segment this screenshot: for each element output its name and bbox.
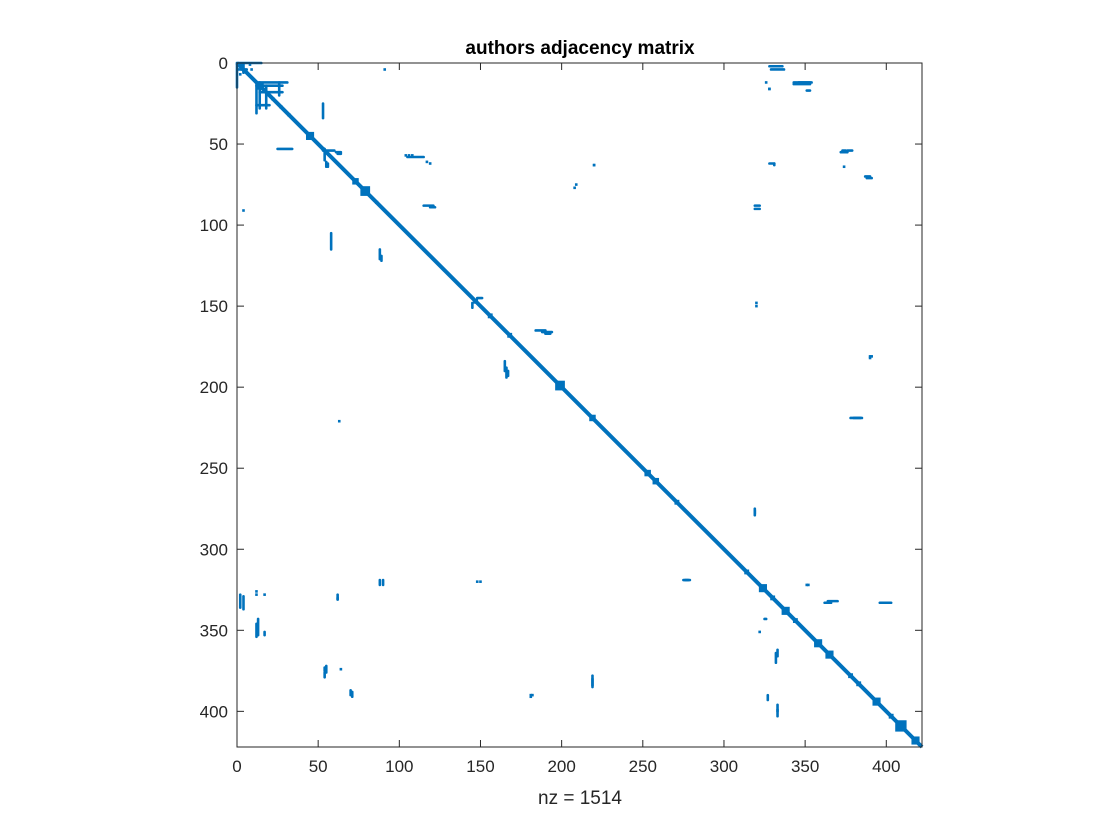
- nonzero-point: [768, 87, 771, 91]
- nonzero-point: [263, 593, 266, 596]
- nonzero-point: [870, 355, 873, 358]
- nonzero-point: [868, 356, 872, 360]
- x-tick-label: 250: [629, 757, 657, 776]
- nonzero-point: [404, 154, 408, 157]
- diagonal-block: [674, 499, 680, 505]
- nonzero-point: [250, 68, 253, 71]
- nonzero-point: [407, 154, 411, 157]
- y-tick-label: 200: [200, 378, 228, 397]
- axes-box: [236, 62, 923, 748]
- nonzero-point: [755, 301, 758, 305]
- nonzero-point: [242, 209, 245, 212]
- x-axis-ticks: 0 50 100 150 200 250 300 350 400: [232, 63, 900, 776]
- diagonal-block: [744, 569, 750, 575]
- diagonal-block: [911, 736, 920, 745]
- diagonal-block: [305, 131, 315, 140]
- x-axis-label: nz = 1514: [538, 788, 622, 809]
- nonzero-point: [339, 667, 343, 671]
- diagonal-block: [872, 697, 881, 706]
- nonzero-point: [337, 419, 341, 423]
- diagonal-block: [279, 105, 283, 109]
- y-tick-label: 400: [200, 702, 228, 721]
- x-tick-label: 150: [466, 757, 494, 776]
- x-tick-label: 350: [791, 757, 819, 776]
- nonzero-point: [245, 71, 249, 75]
- x-tick-label: 0: [232, 757, 241, 776]
- diagonal-block: [321, 147, 325, 151]
- nonzero-point: [428, 162, 432, 165]
- nonzero-point: [529, 693, 533, 697]
- nonzero-point: [868, 355, 872, 358]
- nonzero-point: [238, 73, 242, 76]
- diagonal-block: [352, 178, 359, 185]
- nonzero-point: [425, 160, 429, 164]
- y-tick-label: 100: [200, 216, 228, 235]
- nonzero-point: [531, 693, 534, 697]
- y-tick-label: 0: [219, 54, 228, 73]
- nonzero-point: [764, 81, 768, 84]
- y-tick-label: 300: [200, 540, 228, 559]
- nonzero-point: [842, 165, 846, 169]
- diagonal-block: [825, 650, 834, 659]
- diagonal-block: [792, 618, 798, 624]
- diagonal-block: [652, 477, 660, 485]
- x-tick-label: 100: [385, 757, 413, 776]
- nonzero-point: [238, 64, 242, 68]
- nonzero-point: [573, 186, 576, 190]
- diagonal-block: [555, 380, 565, 391]
- diagonal-block: [473, 298, 479, 304]
- nonzero-point: [807, 583, 810, 587]
- x-tick-label: 200: [547, 757, 575, 776]
- nonzero-point: [758, 630, 761, 634]
- diagonal-block: [758, 584, 767, 593]
- diagonal-block: [814, 639, 823, 648]
- nonzero-point: [574, 183, 578, 186]
- nonzero-point: [383, 68, 387, 71]
- y-tick-label: 350: [200, 621, 228, 640]
- diagonal-block: [895, 720, 907, 732]
- nonzero-point: [248, 63, 252, 66]
- nonzero-point: [240, 63, 244, 66]
- diagonal-block: [360, 186, 371, 196]
- nonzero-point: [240, 68, 244, 71]
- diagonal-block: [507, 332, 513, 338]
- diagonal-block: [848, 673, 854, 679]
- diagonal-block: [287, 113, 291, 117]
- chart-title: authors adjacency matrix: [465, 38, 695, 59]
- nonzero-point: [411, 154, 414, 157]
- nonzero-point: [242, 69, 245, 73]
- nonzero-point: [755, 304, 758, 308]
- diagonal-block: [644, 469, 651, 477]
- y-axis-ticks: 0 50 100 150 200 250 300 350 400: [200, 54, 922, 721]
- nonzero-point: [592, 163, 596, 167]
- x-tick-label: 400: [872, 757, 900, 776]
- diagonal-block: [589, 414, 596, 422]
- diagonal-block: [770, 595, 776, 601]
- y-tick-label: 50: [209, 135, 228, 154]
- diagonal-block: [781, 606, 790, 615]
- diagonal-block: [888, 713, 894, 719]
- nonzero-point: [475, 580, 479, 583]
- diagonal-block: [271, 97, 275, 101]
- nonzero-point: [529, 695, 533, 699]
- x-tick-label: 300: [710, 757, 738, 776]
- y-tick-label: 150: [200, 297, 228, 316]
- diagonal-block: [487, 313, 493, 319]
- diagonal-block: [374, 200, 379, 205]
- nonzero-point: [255, 593, 258, 596]
- nonzero-point: [479, 580, 482, 583]
- diagonal-block: [856, 681, 862, 687]
- x-tick-label: 50: [309, 757, 328, 776]
- nonzero-point: [255, 590, 258, 593]
- main-diagonal: [235, 61, 924, 749]
- nonzero-point: [805, 583, 809, 587]
- y-tick-label: 250: [200, 459, 228, 478]
